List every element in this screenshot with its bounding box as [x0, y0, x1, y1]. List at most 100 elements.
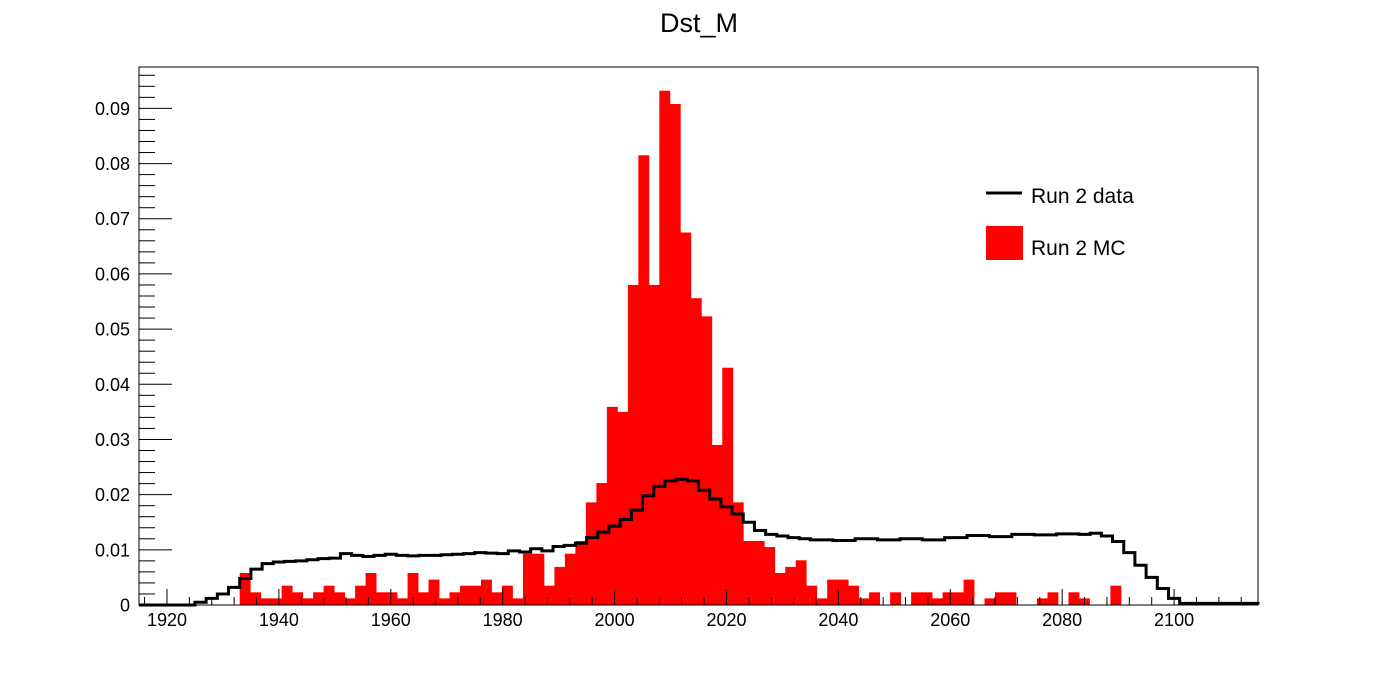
mc-bar — [376, 592, 387, 605]
mc-bar — [250, 592, 262, 605]
mc-bar — [323, 585, 335, 605]
mc-bar — [953, 592, 964, 605]
legend-label-data: Run 2 data — [1031, 185, 1134, 208]
mc-bar — [921, 592, 933, 605]
mc-bar — [911, 592, 922, 605]
mc-bar — [564, 553, 576, 605]
mc-bar — [848, 585, 860, 605]
legend: Run 2 data Run 2 MC — [986, 185, 1134, 260]
x-tick-label: 2080 — [1042, 610, 1082, 630]
mc-bar — [669, 103, 681, 605]
y-tick-label: 0.07 — [95, 209, 130, 229]
mc-bar — [418, 592, 429, 605]
legend-label-mc: Run 2 MC — [1031, 237, 1126, 260]
mc-bar — [575, 540, 587, 605]
y-tick-label: 0 — [120, 596, 130, 616]
data-step-line — [139, 477, 1260, 607]
mc-bar — [480, 579, 492, 605]
mc-bar — [1037, 598, 1048, 605]
mc-bar — [554, 566, 566, 605]
y-tick-label: 0.05 — [95, 320, 130, 340]
mc-bar — [1110, 585, 1122, 605]
mc-bar — [753, 540, 765, 605]
mc-bar — [743, 540, 755, 605]
x-tick-label: 2060 — [930, 610, 970, 630]
mc-bar — [617, 411, 629, 605]
mc-bar — [732, 502, 744, 605]
x-tick-label: 2000 — [595, 610, 635, 630]
mc-bar — [596, 483, 608, 605]
x-tick-label: 2040 — [818, 610, 858, 630]
mc-bar — [827, 579, 839, 605]
mc-bar — [648, 284, 660, 605]
mc-bar — [281, 585, 293, 605]
y-tick-label: 0.04 — [95, 375, 130, 395]
y-tick-label: 0.06 — [95, 264, 130, 284]
mc-bar — [806, 585, 818, 605]
y-tick-label: 0.08 — [95, 154, 130, 174]
mc-bar — [680, 232, 692, 606]
x-tick-label: 2100 — [1154, 610, 1194, 630]
mc-bar — [1047, 592, 1059, 605]
legend-swatch-mc — [986, 226, 1023, 260]
mc-bar — [260, 598, 272, 605]
mc-bar — [313, 592, 325, 605]
mc-bar — [512, 598, 524, 605]
mc-bar — [271, 598, 283, 605]
mc-bar — [795, 560, 807, 605]
mc-bar — [501, 585, 513, 605]
mc-bar — [627, 284, 639, 605]
mc-bar — [292, 592, 304, 605]
mc-bar — [963, 579, 975, 605]
mc-bar — [785, 566, 797, 605]
y-tick-label: 0.03 — [95, 430, 130, 450]
x-tick-label: 1940 — [259, 610, 299, 630]
y-tick-label: 0.01 — [95, 540, 130, 560]
mc-bar — [428, 579, 440, 605]
x-tick-label: 1920 — [147, 610, 187, 630]
y-tick-label: 0.09 — [95, 99, 130, 119]
mc-bar — [722, 367, 734, 605]
mc-bar — [858, 598, 870, 605]
mc-bar — [386, 592, 398, 605]
mc-bar — [837, 579, 849, 605]
mc-bar — [890, 592, 902, 605]
x-tick-label: 1960 — [371, 610, 411, 630]
mc-bar — [1005, 592, 1017, 605]
chart-title: Dst_M — [659, 8, 738, 38]
mc-bar — [701, 316, 713, 605]
mc-bar — [407, 573, 419, 605]
x-axis: 1920 1940 1960 1980 2000 2020 2040 2060 2080 2100 — [144, 589, 1242, 630]
x-tick-label: 2020 — [706, 610, 746, 630]
mc-histogram-bars — [239, 90, 1122, 606]
mc-bar — [995, 592, 1006, 605]
mc-bar — [460, 585, 471, 605]
plot-frame — [138, 66, 1259, 606]
mc-bar — [585, 502, 597, 605]
mc-bar — [690, 298, 702, 605]
mc-bar — [543, 585, 555, 605]
mc-bar — [659, 90, 671, 606]
mc-bar — [942, 592, 954, 605]
y-axis: 0 0.01 0.02 0.03 0.04 0.05 0.06 0.07 0.08 0.09 — [95, 74, 172, 616]
y-tick-label: 0.02 — [95, 485, 130, 505]
mc-bar — [606, 406, 618, 605]
x-tick-label: 1980 — [483, 610, 523, 630]
mc-bar — [816, 598, 828, 605]
mc-bar — [522, 553, 534, 605]
mc-bar — [302, 598, 314, 605]
mc-bar — [638, 155, 650, 606]
mc-bar — [533, 553, 545, 605]
mc-bar — [470, 585, 482, 605]
mc-bar — [355, 585, 366, 605]
mc-bar — [869, 592, 881, 605]
mc-bar — [397, 598, 408, 605]
mc-bar — [711, 444, 723, 605]
mc-bar — [764, 547, 776, 605]
mc-bar — [491, 592, 503, 605]
mc-bar — [1068, 592, 1080, 605]
mc-bar — [344, 598, 356, 605]
mc-bar — [984, 598, 996, 605]
mc-bar — [932, 598, 943, 605]
